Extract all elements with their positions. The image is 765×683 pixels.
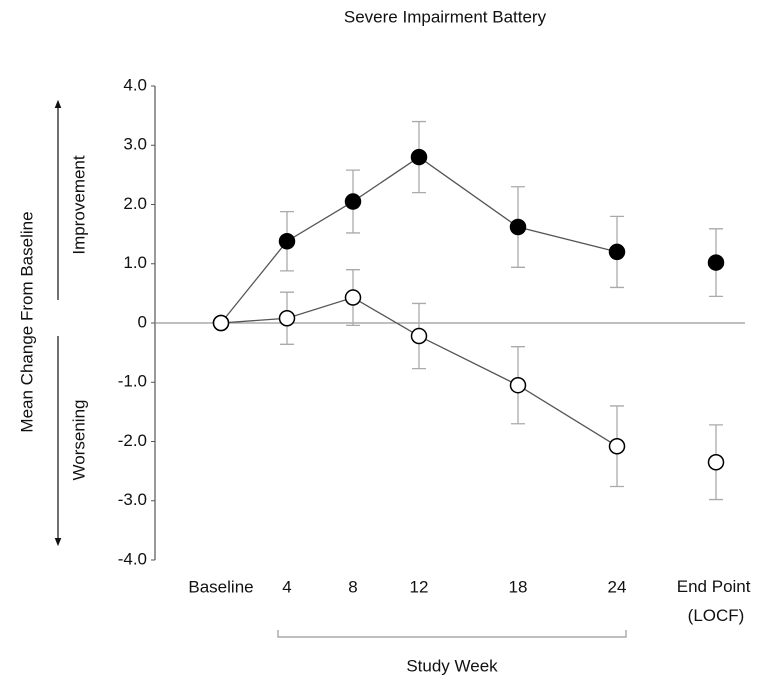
data-point [278,310,296,327]
x-tick-label: 18 [509,577,528,596]
y-tick-label: 0 [138,312,147,331]
y-tick-label: 2.0 [123,194,147,213]
data-point [707,453,725,471]
week-bracket [277,630,627,638]
x-tick-label: 24 [608,577,627,596]
data-point [707,254,725,271]
x-tick-label: 8 [348,577,357,596]
x-axis-label: Study Week [406,656,498,675]
improvement-label: Improvement [69,155,88,254]
y-tick-label: 4.0 [123,75,147,94]
data-point [509,218,527,236]
data-point [344,289,362,306]
data-point [410,148,428,166]
data-point [608,437,626,455]
y-axis-label: Mean Change From Baseline [17,211,36,432]
x-tick-label: Baseline [188,577,253,596]
chart-title: Severe Impairment Battery [344,7,547,26]
series-line [220,156,618,324]
data-point [509,376,527,394]
data-point [212,314,230,332]
y-tick-label: -1.0 [118,372,147,391]
x-tick-label: 4 [282,577,291,596]
y-tick-label: -2.0 [118,431,147,450]
data-point [608,243,626,261]
y-tick-label: -4.0 [118,549,147,568]
y-tick-label: -3.0 [118,490,147,509]
x-tick-label: End Point (LOCF) [677,577,755,625]
y-tick-label: 3.0 [123,135,147,154]
series-line [220,296,618,447]
worsening-label: Worsening [69,400,88,481]
data-point [410,327,428,345]
x-tick-label: 12 [410,577,429,596]
data-point [278,232,296,250]
data-point [344,193,362,210]
y-tick-label: 1.0 [123,253,147,272]
